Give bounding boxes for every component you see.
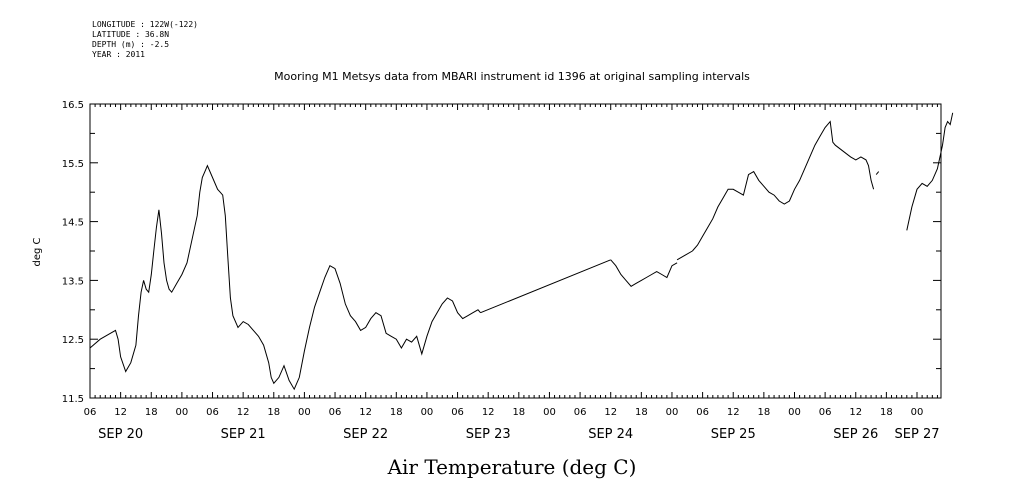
axis-tick-labels: 11.5 12.5 13.5 14.5 15.5 16.5 06 12 18 00 06 12 18 00… <box>62 100 940 442</box>
series-line-segment <box>89 164 481 391</box>
x-hour-label: 12 <box>114 407 127 418</box>
series-line-segment <box>906 112 954 231</box>
x-day-label: SEP 26 <box>833 427 878 442</box>
series-line-segment <box>480 259 611 314</box>
series-line-segment <box>692 120 875 252</box>
x-hour-label: 18 <box>145 407 158 418</box>
y-tick-label: 14.5 <box>62 218 84 229</box>
metadata-block: LONGITUDE : 122W(-122) LATITUDE : 36.8N … <box>92 20 198 60</box>
x-hour-label: 06 <box>696 407 709 418</box>
y-tick-label: 12.5 <box>62 335 84 346</box>
series-line-segment <box>676 250 693 261</box>
axis-ticks <box>89 103 941 399</box>
x-hour-label: 00 <box>176 407 189 418</box>
y-tick-label: 15.5 <box>62 159 84 170</box>
x-hour-label: 18 <box>267 407 280 418</box>
x-hour-label: 18 <box>635 407 648 418</box>
x-day-label: SEP 23 <box>466 427 511 442</box>
x-hour-label: 18 <box>880 407 893 418</box>
x-hour-label: 06 <box>84 407 97 418</box>
x-hour-label: 18 <box>390 407 403 418</box>
latitude-text: LATITUDE : 36.8N <box>92 30 170 39</box>
x-day-label: SEP 24 <box>588 427 633 442</box>
x-hour-label: 00 <box>298 407 311 418</box>
x-hour-label: 00 <box>788 407 801 418</box>
x-hour-label: 00 <box>911 407 924 418</box>
x-day-label: SEP 22 <box>343 427 388 442</box>
x-day-label: SEP 25 <box>711 427 756 442</box>
x-hour-label: 06 <box>451 407 464 418</box>
x-hour-label: 18 <box>757 407 770 418</box>
x-hour-label: 06 <box>329 407 342 418</box>
y-tick-label: 16.5 <box>62 100 84 111</box>
x-hour-label: 12 <box>237 407 250 418</box>
x-hour-label: 12 <box>727 407 740 418</box>
year-text: YEAR : 2011 <box>92 50 145 59</box>
x-hour-label: 12 <box>849 407 862 418</box>
x-hour-label: 06 <box>819 407 832 418</box>
x-hour-label: 18 <box>512 407 525 418</box>
x-hour-label: 12 <box>604 407 617 418</box>
series-line-segment <box>610 259 678 287</box>
x-hour-label: 00 <box>421 407 434 418</box>
x-hour-label: 00 <box>543 407 556 418</box>
longitude-text: LONGITUDE : 122W(-122) <box>92 20 198 29</box>
depth-text: DEPTH (m) : -2.5 <box>92 40 170 49</box>
x-hour-label: 06 <box>206 407 219 418</box>
x-hour-label: 12 <box>482 407 495 418</box>
x-hour-label: 00 <box>666 407 679 418</box>
x-day-label: SEP 21 <box>221 427 266 442</box>
x-day-label: SEP 20 <box>98 427 143 442</box>
x-hour-label: 06 <box>574 407 587 418</box>
series-line-segment <box>875 171 880 175</box>
y-tick-label: 11.5 <box>62 394 84 405</box>
x-hour-label: 12 <box>359 407 372 418</box>
y-tick-label: 13.5 <box>62 276 84 287</box>
y-axis-label: deg C <box>32 237 43 266</box>
x-axis-label: Air Temperature (deg C) <box>387 455 637 479</box>
chart-title: Mooring M1 Metsys data from MBARI instru… <box>274 70 750 83</box>
data-lines <box>89 112 954 391</box>
x-day-label: SEP 27 <box>895 427 940 442</box>
